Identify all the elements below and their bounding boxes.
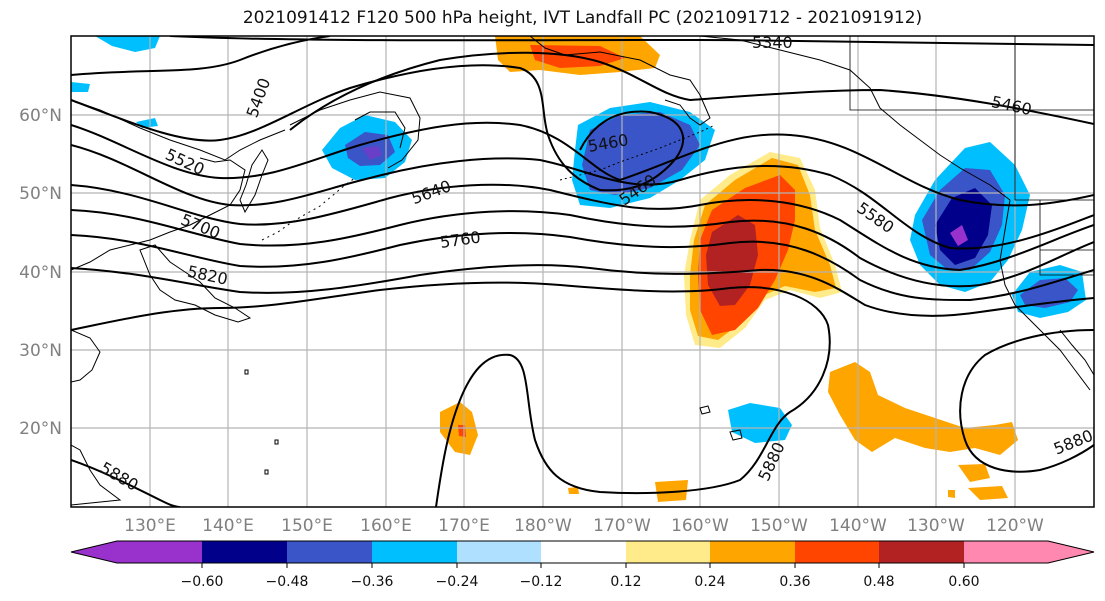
contour-5880-c — [959, 329, 1094, 473]
map-title: 2021091412 F120 500 hPa height, IVT Land… — [242, 8, 923, 28]
contour-5820 — [71, 264, 1094, 317]
lat-label-50n: 50°N — [19, 184, 62, 204]
colorbar-bin — [117, 541, 202, 563]
longitude-labels: 130°E 140°E 150°E 160°E 170°E 180°W 170°… — [124, 516, 1044, 536]
colorbar-bin — [457, 541, 541, 563]
colorbar-bin — [626, 541, 710, 563]
contour-5520 — [71, 121, 1094, 207]
lon-label-130e: 130°E — [124, 516, 176, 536]
colorbar-label: 0.12 — [610, 574, 641, 590]
colorbar-label: −0.12 — [520, 574, 563, 590]
positive-anomaly-north-pacific-top — [495, 36, 660, 75]
lon-label-160e: 160°E — [360, 516, 412, 536]
lon-label-170w: 170°W — [593, 516, 651, 536]
negative-anomaly-hawaii — [728, 403, 792, 443]
lon-label-150w: 150°W — [750, 516, 808, 536]
colorbar-label: −0.36 — [351, 574, 394, 590]
colorbar-label: 0.48 — [863, 574, 894, 590]
positive-anomaly-gulf-of-alaska — [684, 152, 842, 348]
lat-label-40n: 40°N — [19, 263, 62, 283]
lon-label-170e: 170°E — [438, 516, 490, 536]
latitude-labels: 60°N 50°N 40°N 30°N 20°N — [19, 106, 62, 439]
lon-label-140w: 140°W — [829, 516, 887, 536]
contour-5700 — [71, 209, 1094, 288]
colorbar-bin — [372, 541, 457, 563]
lat-label-30n: 30°N — [19, 341, 62, 361]
graticule — [71, 36, 1094, 507]
colorbar-bin — [795, 541, 879, 563]
map-border — [70, 35, 1095, 508]
colorbar-extend-high — [1048, 541, 1094, 563]
colorbar-outline — [70, 540, 1095, 564]
lon-label-140e: 140°E — [202, 516, 254, 536]
colorbar-bin — [541, 541, 626, 563]
contour-5400b — [289, 51, 1094, 131]
contour-5640 — [71, 183, 1094, 272]
contour-5760 — [71, 232, 1094, 302]
colorbar-label: −0.60 — [181, 574, 224, 590]
contour-5400 — [71, 36, 331, 76]
lat-label-60n: 60°N — [19, 106, 62, 126]
contour-5580 — [71, 144, 1094, 250]
lon-label-150e: 150°E — [281, 516, 333, 536]
colorbar: −0.60 −0.48 −0.36 −0.24 −0.12 0.12 0.24 … — [70, 540, 1095, 590]
colorbar-label: −0.24 — [436, 574, 479, 590]
contour-label-5340: 5340 — [752, 33, 793, 52]
lat-label-20n: 20°N — [19, 419, 62, 439]
colorbar-label: 0.36 — [779, 574, 810, 590]
contour-5880-a — [71, 281, 831, 507]
lon-label-130w: 130°W — [907, 516, 965, 536]
colorbar-label: 0.24 — [694, 574, 725, 590]
colorbar-ticks — [201, 563, 965, 568]
contour-5460 — [71, 64, 685, 192]
colorbar-bin — [710, 541, 795, 563]
positive-anomaly-subtropical-east — [568, 362, 1018, 502]
colorbar-bin — [287, 541, 372, 563]
lon-label-120w: 120°W — [986, 516, 1044, 536]
negative-anomaly-okhotsk — [322, 115, 412, 180]
colorbar-label: −0.48 — [266, 574, 309, 590]
colorbar-extend-low — [71, 541, 117, 563]
colorbar-bin — [964, 541, 1048, 563]
colorbar-bin — [202, 541, 287, 563]
lon-label-160w: 160°W — [671, 516, 729, 536]
colorbar-bin — [879, 541, 964, 563]
colorbar-label: 0.60 — [948, 574, 979, 590]
height-contours — [71, 36, 1094, 507]
lon-label-180w: 180°W — [514, 516, 572, 536]
contour-5340 — [169, 36, 1094, 46]
